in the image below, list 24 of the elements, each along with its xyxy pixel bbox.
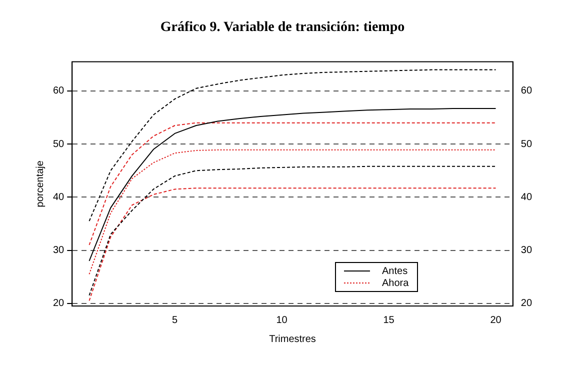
y-tick-label: 60: [53, 86, 65, 97]
x-tick-label: 10: [276, 314, 288, 326]
y-tick-label: 30: [53, 245, 65, 256]
chart-title: Gráfico 9. Variable de transición: tiempo: [160, 20, 405, 36]
legend-label: Ahora: [382, 278, 409, 288]
y-tick-label: 40: [53, 192, 65, 203]
y-tick-label: 20: [53, 298, 65, 310]
line-series: [88, 188, 496, 302]
y2-tick-label: 50: [520, 138, 532, 150]
line-series: [88, 69, 496, 222]
y-axis-title: porcentaje: [34, 160, 46, 208]
line-series: [88, 122, 496, 246]
y2-tick-label: 60: [520, 86, 532, 97]
y2-tick-label: 40: [520, 192, 532, 203]
line-series: [88, 149, 496, 275]
y-tick-label: 50: [53, 138, 65, 150]
x-tick-label: 5: [172, 314, 178, 326]
x-tick-label: 20: [490, 314, 502, 326]
line-series: [88, 166, 496, 296]
legend-label: Antes: [382, 266, 408, 276]
x-axis-title: Trimestres: [269, 334, 316, 345]
y2-tick-label: 20: [520, 298, 532, 310]
x-tick-label: 15: [383, 314, 395, 326]
y2-tick-label: 30: [520, 245, 532, 256]
